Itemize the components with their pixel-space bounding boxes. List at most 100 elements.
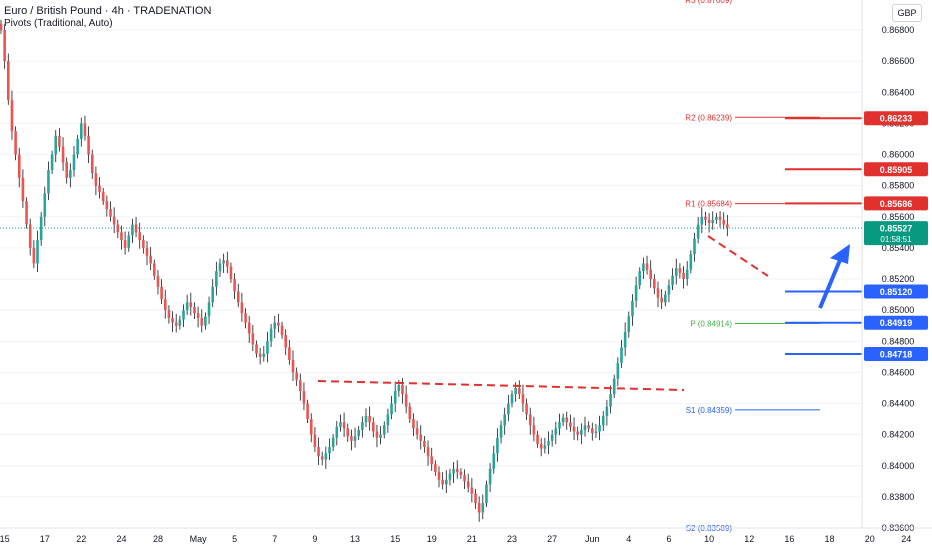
- candle-body: [620, 347, 623, 364]
- candle-body: [83, 123, 87, 136]
- candle-body: [382, 425, 386, 435]
- candle-body: [295, 372, 298, 381]
- candle-body: [39, 216, 43, 241]
- y-tick-label: 0.84200: [882, 430, 915, 440]
- candle-body: [171, 317, 174, 323]
- candle-body: [547, 440, 550, 446]
- price-badge-support: [864, 315, 928, 330]
- candle-body: [32, 247, 36, 264]
- key-levels: [785, 117, 862, 356]
- candle-body: [21, 177, 25, 202]
- candle-body: [627, 316, 631, 332]
- candle-body: [722, 219, 725, 225]
- candle-body: [251, 333, 255, 345]
- candle-body: [105, 201, 109, 209]
- candle-body: [112, 216, 116, 225]
- candle-body: [50, 154, 54, 171]
- candle-body: [80, 123, 83, 139]
- current-price-label: 0.85527: [880, 224, 913, 234]
- x-tick-label: 5: [232, 534, 237, 544]
- candle-body: [54, 135, 58, 155]
- candle-body: [393, 391, 397, 404]
- candle-body: [704, 216, 707, 220]
- candle-body: [638, 271, 642, 286]
- candle-body: [423, 440, 426, 448]
- candle-body: [401, 384, 404, 395]
- trendline-flag: [707, 235, 769, 277]
- x-tick-label: 23: [507, 534, 517, 544]
- bar-countdown-label: 01:58:51: [880, 235, 912, 244]
- price-badge-resistance: [864, 162, 928, 177]
- y-tick-label: 0.86800: [882, 25, 915, 35]
- candle-body: [17, 154, 21, 178]
- candle-body: [653, 279, 656, 289]
- chart-title: Euro / British Pound · 4h · TRADENATION: [4, 5, 212, 17]
- candle-body: [649, 269, 652, 279]
- y-tick-label: 0.84800: [882, 336, 915, 346]
- candle-body: [631, 300, 634, 317]
- candle-body: [299, 380, 302, 392]
- current-price-badge: [864, 221, 928, 246]
- candle-body: [671, 275, 674, 286]
- candle-body: [492, 453, 496, 469]
- candle-body: [700, 216, 704, 225]
- candle-body: [543, 445, 547, 449]
- candle-body: [528, 414, 532, 426]
- candle-body: [25, 201, 28, 225]
- candle-body: [222, 260, 225, 264]
- candle-body: [313, 434, 317, 448]
- candle-body: [682, 272, 685, 279]
- candle-body: [153, 263, 156, 276]
- candle-body: [572, 426, 576, 432]
- candle-body: [189, 302, 193, 308]
- candle-body: [255, 344, 258, 354]
- candle-body: [138, 232, 141, 241]
- candle-body: [47, 170, 50, 194]
- candle-body: [550, 434, 554, 441]
- candle-body: [441, 479, 444, 485]
- candle-body: [642, 263, 645, 272]
- candle-body: [156, 275, 160, 287]
- candle-body: [386, 414, 390, 426]
- candle-body: [477, 503, 481, 513]
- candle-body: [437, 471, 441, 480]
- candle-body: [364, 415, 368, 423]
- candle-body: [434, 464, 437, 472]
- candle-body: [598, 425, 601, 432]
- candle-body: [72, 154, 76, 171]
- price-badge-label: 0.85120: [880, 287, 913, 297]
- candle-body: [207, 302, 211, 317]
- candle-body: [43, 193, 47, 217]
- currency-button[interactable]: GBP: [892, 4, 922, 22]
- candle-body: [69, 170, 72, 178]
- candle-body: [485, 484, 488, 504]
- candle-body: [273, 322, 277, 329]
- time-axis[interactable]: 15 17 22 24 28 May 5 7 9 13 15 19 21 23 27 Jun 4 6 10 12 16 1…: [0, 527, 932, 544]
- pivot-label-p: P (0.84914): [690, 320, 732, 329]
- x-tick-label: Jun: [585, 534, 600, 544]
- candle-body: [291, 359, 295, 373]
- candle-body: [258, 353, 262, 357]
- candle-body: [269, 328, 273, 342]
- candle-body: [236, 291, 240, 303]
- candle-body: [459, 471, 463, 476]
- candle-body: [229, 266, 233, 279]
- candle-body: [61, 146, 65, 163]
- candle-body: [587, 425, 590, 429]
- candle-body: [58, 135, 61, 147]
- candle-body: [430, 456, 433, 465]
- candle-body: [266, 341, 269, 354]
- candle-body: [518, 387, 521, 395]
- y-tick-label: 0.84000: [882, 461, 915, 471]
- candle-body: [160, 286, 163, 300]
- candle-body: [302, 391, 306, 404]
- candle-body: [98, 185, 101, 192]
- candle-body: [317, 447, 320, 457]
- candle-body: [131, 224, 134, 236]
- candle-body: [718, 216, 722, 220]
- candle-body: [623, 331, 627, 348]
- trendline-neckline: [317, 380, 685, 391]
- price-axis[interactable]: 0.868000.866000.864000.862000.860000.858…: [882, 25, 915, 533]
- candle-body: [94, 173, 98, 186]
